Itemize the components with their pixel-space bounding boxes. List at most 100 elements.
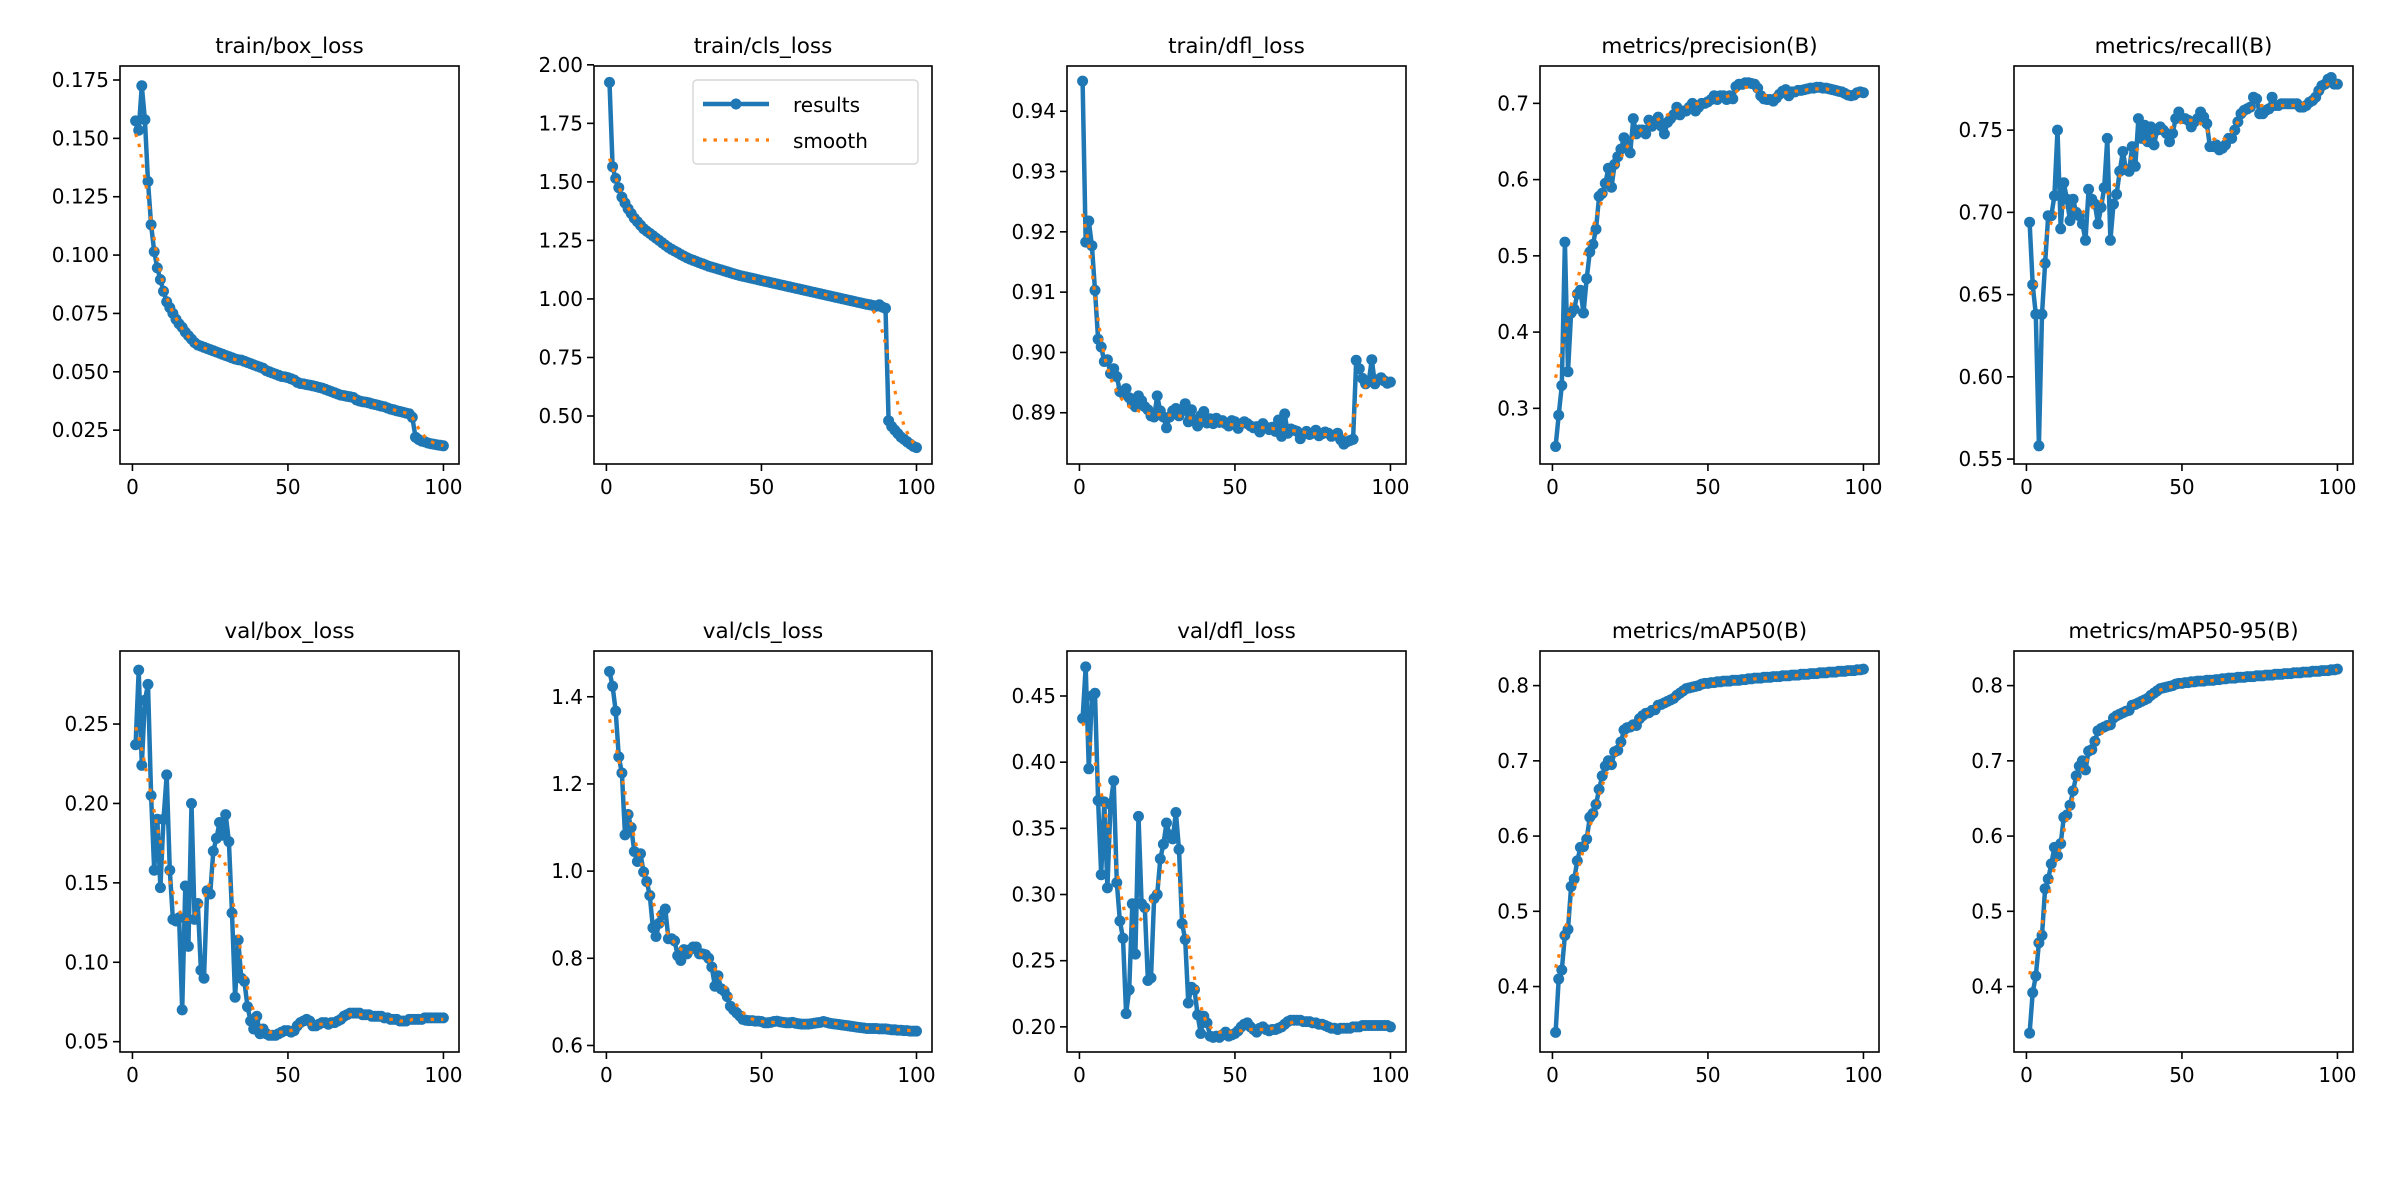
legend-results-label: results (793, 93, 860, 117)
results-point (1279, 408, 1291, 420)
results-point (2148, 139, 2160, 151)
y-tick-label: 1.50 (538, 170, 583, 194)
results-point (1101, 354, 1113, 366)
y-tick-label: 1.25 (538, 228, 583, 252)
results-point (2036, 929, 2048, 941)
results-point (1111, 371, 1123, 383)
results-point (1089, 687, 1101, 699)
results-point (2111, 188, 2123, 200)
results-point (2052, 850, 2063, 862)
axes-frame (119, 65, 460, 465)
results-point (604, 666, 615, 677)
results-point (1615, 736, 1627, 748)
results-point (1556, 380, 1568, 391)
results-point (2098, 182, 2110, 194)
smooth-line (134, 726, 444, 1034)
results-point (142, 176, 154, 187)
results-point (2061, 809, 2073, 821)
x-tick-label: 50 (2169, 475, 2194, 499)
results-point (2033, 440, 2045, 452)
results-point (1590, 223, 1602, 235)
results-point (1129, 948, 1141, 960)
y-tick-label: 0.92 (1011, 220, 1056, 244)
results-point (2108, 198, 2119, 210)
results-point (1089, 284, 1101, 296)
results-point (148, 864, 160, 876)
results-point (607, 161, 619, 173)
x-tick-label: 100 (897, 1063, 935, 1087)
plot-area (130, 664, 449, 1041)
results-point (189, 913, 201, 925)
results-point (1658, 128, 1670, 140)
x-tick-label: 0 (1546, 475, 1559, 499)
results-point (1151, 390, 1163, 402)
y-tick-label: 1.75 (538, 111, 583, 135)
results-point (2331, 78, 2343, 90)
plot-area (1077, 75, 1396, 450)
results-point (2064, 799, 2076, 811)
results-point (2039, 883, 2051, 895)
results-point (1581, 833, 1593, 845)
y-tick-label: 0.4 (1497, 975, 1529, 999)
x-tick-label: 0 (600, 475, 613, 499)
results-point (1550, 441, 1562, 452)
results-point (2024, 216, 2036, 228)
subplot-val-cls-loss: val/cls_loss 0 50 100 0.6 0.8 1.0 1.2 1.4 (551, 619, 935, 1087)
y-tick-label: 0.025 (52, 418, 109, 442)
results-point (2080, 764, 2091, 776)
subplot-title: train/cls_loss (694, 34, 833, 59)
y-tick-label: 0.6 (551, 1033, 583, 1057)
y-tick-label: 0.7 (1497, 749, 1529, 773)
axes-frame (1539, 65, 1880, 465)
y-tick-label: 1.2 (551, 772, 583, 796)
results-point (1384, 376, 1396, 388)
results-point (1587, 238, 1599, 250)
results-point (1108, 775, 1120, 787)
x-tick-label: 50 (1222, 475, 1247, 499)
results-point (2266, 91, 2278, 103)
axes-frame (119, 650, 460, 1053)
y-tick-label: 0.25 (64, 712, 109, 736)
results-point (204, 888, 216, 900)
x-tick-label: 0 (1073, 1063, 1086, 1087)
results-point (1185, 404, 1197, 416)
subplot-title: train/dfl_loss (1168, 34, 1305, 59)
results-point (2036, 308, 2048, 320)
results-point (2251, 93, 2263, 105)
smooth-line (1081, 721, 1391, 1034)
results-point (1086, 240, 1098, 252)
results-point (130, 739, 142, 751)
results-point (2080, 234, 2091, 246)
results-point (1139, 902, 1151, 914)
x-tick-label: 50 (1695, 1063, 1720, 1087)
results-point (133, 664, 145, 676)
results-point (214, 817, 225, 828)
y-tick-label: 0.55 (1958, 447, 2003, 471)
results-point (2076, 755, 2088, 767)
y-tick-label: 0.3 (1497, 396, 1529, 420)
results-point (659, 903, 671, 915)
axes-frame (1066, 650, 1407, 1053)
plot-area (2024, 72, 2343, 452)
results-point (207, 845, 219, 857)
x-tick-label: 0 (1546, 1063, 1559, 1087)
results-point (1145, 972, 1157, 984)
y-tick-label: 0.100 (52, 243, 109, 267)
results-point (2083, 183, 2095, 195)
results-point (1182, 997, 1194, 1009)
subplot-title: val/cls_loss (703, 619, 823, 644)
results-point (179, 880, 191, 892)
subplot-title: metrics/mAP50(B) (1612, 619, 1807, 644)
results-point (220, 809, 232, 821)
x-tick-label: 0 (1073, 475, 1086, 499)
x-tick-label: 0 (2020, 475, 2033, 499)
results-point (142, 678, 154, 690)
y-tick-label: 0.6 (1497, 824, 1529, 848)
results-point (2067, 193, 2079, 205)
x-tick-label: 50 (1222, 1063, 1247, 1087)
y-tick-label: 1.0 (551, 859, 583, 883)
y-tick-label: 0.25 (1011, 949, 1056, 973)
x-tick-label: 50 (275, 475, 300, 499)
y-tick-label: 0.50 (538, 404, 583, 428)
results-point (1161, 817, 1172, 829)
